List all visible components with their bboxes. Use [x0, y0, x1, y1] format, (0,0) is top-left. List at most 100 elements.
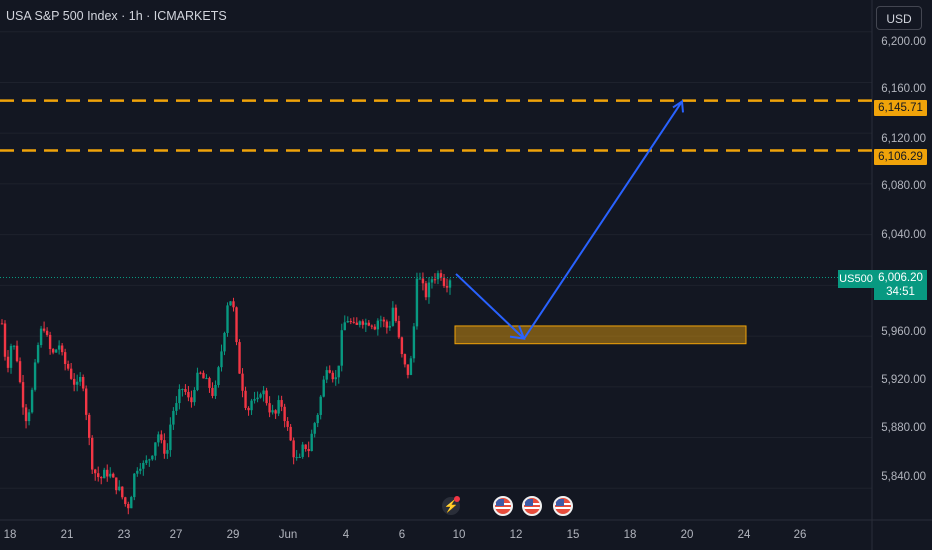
candle-body	[382, 319, 386, 322]
date-tick: 6	[398, 529, 406, 541]
candle-body	[355, 322, 358, 325]
candle-body	[274, 410, 277, 414]
candle-body	[418, 278, 422, 280]
candles	[0, 269, 452, 515]
candle-body	[364, 322, 368, 325]
candle-body	[280, 400, 283, 407]
candle-body	[319, 396, 322, 415]
candle-body	[295, 457, 298, 459]
candle-body	[172, 410, 175, 425]
arrowhead	[509, 325, 526, 340]
candle-body	[226, 305, 229, 333]
us-flag-icon[interactable]	[553, 496, 573, 516]
candle-body	[193, 389, 196, 403]
price-tick: 6,120.00	[881, 133, 926, 145]
candle-body	[103, 469, 106, 479]
candle-body	[54, 349, 58, 353]
candle-body	[57, 345, 61, 350]
price-tick: 6,200.00	[881, 36, 926, 48]
candle-body	[253, 399, 256, 401]
candle-body	[358, 321, 361, 325]
level-badge-lower[interactable]: 6,106.29	[874, 149, 927, 165]
us-flag-icon[interactable]	[522, 496, 542, 516]
candle-body	[30, 389, 34, 413]
candle-body	[394, 307, 398, 322]
candle-body	[33, 362, 37, 390]
candle-body	[51, 349, 55, 353]
candle-body	[307, 449, 310, 452]
date-tick: 21	[60, 529, 74, 541]
candle-body	[400, 337, 404, 355]
candle-body	[367, 322, 371, 326]
candle-body	[298, 456, 301, 458]
candle-body	[289, 426, 292, 441]
candle-body	[42, 328, 46, 331]
candle-body	[148, 459, 151, 461]
symbol-title[interactable]: USA S&P 500 Index · 1h · ICMARKETS	[6, 9, 227, 23]
candle-body	[78, 376, 82, 382]
candle-body	[21, 382, 25, 408]
candle-body	[202, 372, 205, 379]
price-tick: 6,080.00	[881, 180, 926, 192]
candle-body	[45, 330, 49, 335]
candle-body	[283, 406, 286, 422]
candle-body	[112, 473, 115, 478]
candle-body	[133, 473, 136, 498]
candle-body	[136, 470, 139, 474]
candle-body	[18, 361, 22, 383]
date-tick: 23	[117, 529, 131, 541]
candle-body	[337, 365, 340, 378]
date-tick: 15	[566, 529, 580, 541]
date-tick: 12	[509, 529, 523, 541]
candle-body	[175, 403, 178, 411]
candle-body	[232, 301, 235, 308]
candle-body	[343, 322, 346, 331]
candle-body	[325, 370, 328, 380]
candle-body	[87, 414, 91, 438]
candle-body	[187, 391, 190, 398]
candle-body	[199, 372, 202, 374]
drawings[interactable]	[0, 99, 872, 345]
bar-countdown: 34:51	[886, 286, 915, 298]
candle-body	[445, 286, 449, 288]
candle-body	[301, 444, 304, 457]
candle-body	[430, 279, 434, 283]
date-tick: 4	[342, 529, 350, 541]
us-flag-icon[interactable]	[493, 496, 513, 516]
candle-body	[145, 460, 148, 463]
candle-body	[238, 342, 241, 374]
candle-body	[27, 412, 31, 422]
candle-body	[178, 389, 181, 404]
candle-body	[12, 345, 16, 347]
candle-body	[244, 390, 247, 408]
candle-body	[259, 394, 262, 398]
candle-body	[277, 400, 280, 414]
candle-body	[229, 301, 232, 306]
candle-body	[3, 323, 7, 357]
candle-body	[142, 462, 145, 469]
currency-button[interactable]: USD	[876, 6, 922, 30]
candle-body	[385, 321, 389, 328]
support-zone-rectangle	[454, 325, 747, 345]
candle-body	[361, 321, 365, 325]
candle-body	[448, 280, 452, 288]
candle-body	[15, 345, 19, 362]
candle-body	[75, 381, 79, 385]
date-tick: 27	[169, 529, 183, 541]
candle-body	[331, 372, 334, 380]
candle-body	[292, 440, 295, 458]
candle-body	[169, 424, 172, 451]
date-tick: 10	[452, 529, 466, 541]
price-tick: 5,960.00	[881, 326, 926, 338]
candle-body	[322, 379, 325, 397]
candle-body	[406, 364, 410, 375]
candle-body	[352, 321, 355, 323]
candle-body	[403, 354, 407, 365]
candle-body	[412, 326, 416, 359]
candle-body	[163, 440, 166, 454]
candle-body	[121, 486, 124, 498]
level-badge-upper[interactable]: 6,145.71	[874, 100, 927, 116]
